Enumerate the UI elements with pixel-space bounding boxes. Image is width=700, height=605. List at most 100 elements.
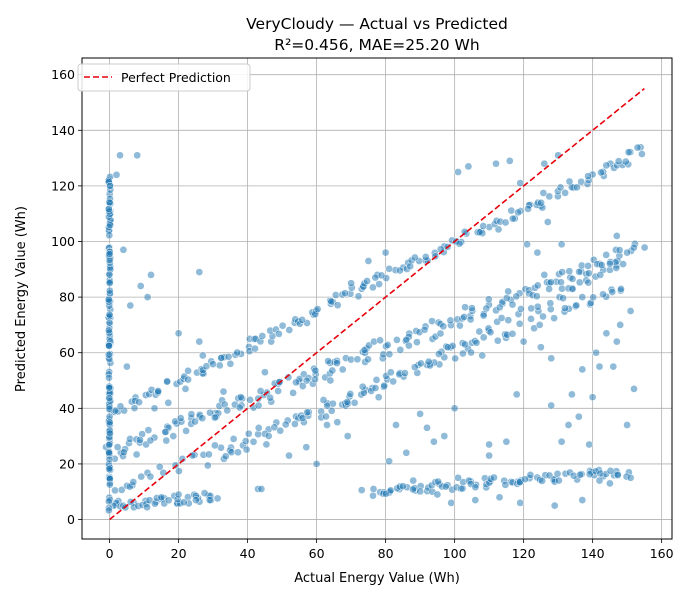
data-point: [132, 450, 141, 459]
data-point: [609, 362, 618, 371]
data-point: [105, 279, 114, 287]
data-point: [353, 355, 362, 364]
data-point: [421, 253, 430, 261]
data-point: [164, 398, 173, 407]
chart-subtitle: R²=0.456, MAE=25.20 Wh: [274, 36, 479, 54]
data-point: [557, 240, 566, 249]
data-point: [119, 448, 128, 457]
data-point: [143, 503, 151, 512]
perfect-prediction-line: [109, 87, 645, 521]
data-point: [358, 382, 367, 391]
data-point: [205, 496, 214, 504]
data-point: [328, 366, 337, 375]
data-point: [608, 288, 617, 296]
data-point: [508, 214, 517, 223]
data-point: [175, 467, 183, 475]
y-tick-label: 60: [59, 345, 75, 360]
data-point: [311, 366, 320, 375]
data-point: [364, 257, 373, 265]
data-point: [514, 208, 522, 217]
data-point: [633, 143, 642, 152]
data-point: [369, 491, 377, 500]
data-point: [613, 470, 622, 479]
data-point: [585, 269, 593, 278]
data-point: [136, 282, 145, 290]
x-tick-label: 100: [443, 546, 467, 561]
data-point: [530, 324, 538, 333]
data-point: [630, 385, 638, 393]
y-tick-label: 120: [51, 178, 75, 193]
data-point: [515, 319, 524, 328]
data-point: [561, 304, 569, 313]
data-point: [460, 227, 469, 236]
data-point: [612, 337, 621, 346]
data-point: [466, 315, 475, 324]
data-point: [254, 401, 263, 410]
data-point: [150, 404, 159, 413]
data-point: [568, 390, 576, 399]
data-point: [572, 301, 581, 310]
data-point: [375, 280, 383, 288]
data-point: [550, 501, 559, 510]
data-point: [187, 410, 196, 419]
data-point: [105, 441, 113, 449]
data-point: [386, 486, 395, 495]
data-point: [447, 499, 456, 507]
data-point: [461, 303, 469, 312]
data-point: [105, 231, 114, 240]
data-point: [402, 448, 411, 457]
data-point: [557, 278, 565, 287]
perfect-prediction-line-group: [109, 87, 645, 521]
data-point: [135, 398, 143, 407]
data-point: [174, 490, 183, 499]
data-point: [443, 343, 452, 352]
data-point: [130, 404, 139, 412]
data-point: [392, 421, 400, 429]
y-tick-label: 100: [51, 234, 75, 249]
data-point: [494, 225, 503, 234]
data-point: [584, 172, 592, 180]
data-point: [224, 352, 233, 361]
data-point: [454, 168, 462, 176]
data-point: [106, 181, 114, 190]
data-point: [614, 157, 623, 166]
data-point: [346, 390, 355, 398]
y-tick-label: 0: [67, 512, 75, 527]
data-point: [211, 441, 219, 450]
data-point: [285, 451, 293, 460]
data-point: [105, 198, 114, 207]
data-point: [276, 426, 285, 435]
data-point: [241, 437, 250, 445]
data-point: [327, 406, 336, 415]
data-point: [227, 448, 236, 457]
data-point: [313, 305, 322, 313]
data-point: [262, 440, 271, 449]
data-point: [381, 248, 390, 257]
data-point: [178, 455, 187, 463]
data-point: [460, 313, 468, 321]
data-point: [319, 396, 328, 404]
data-point: [126, 435, 134, 443]
data-point: [112, 170, 121, 179]
data-point: [198, 414, 207, 423]
data-point: [454, 473, 462, 482]
data-point: [501, 481, 510, 489]
data-point: [323, 401, 332, 410]
y-tick-label: 140: [51, 123, 75, 138]
data-point: [492, 159, 500, 168]
data-point: [254, 424, 263, 432]
data-point: [213, 494, 222, 503]
data-point: [371, 384, 380, 392]
data-point: [369, 485, 378, 493]
data-point: [540, 159, 549, 168]
data-point: [164, 496, 173, 505]
data-point: [512, 390, 521, 399]
data-point: [602, 161, 611, 170]
data-point: [291, 420, 299, 428]
data-point: [195, 268, 204, 276]
data-point: [147, 271, 155, 279]
data-point: [105, 394, 114, 402]
data-point: [105, 506, 113, 515]
data-point: [217, 354, 226, 362]
